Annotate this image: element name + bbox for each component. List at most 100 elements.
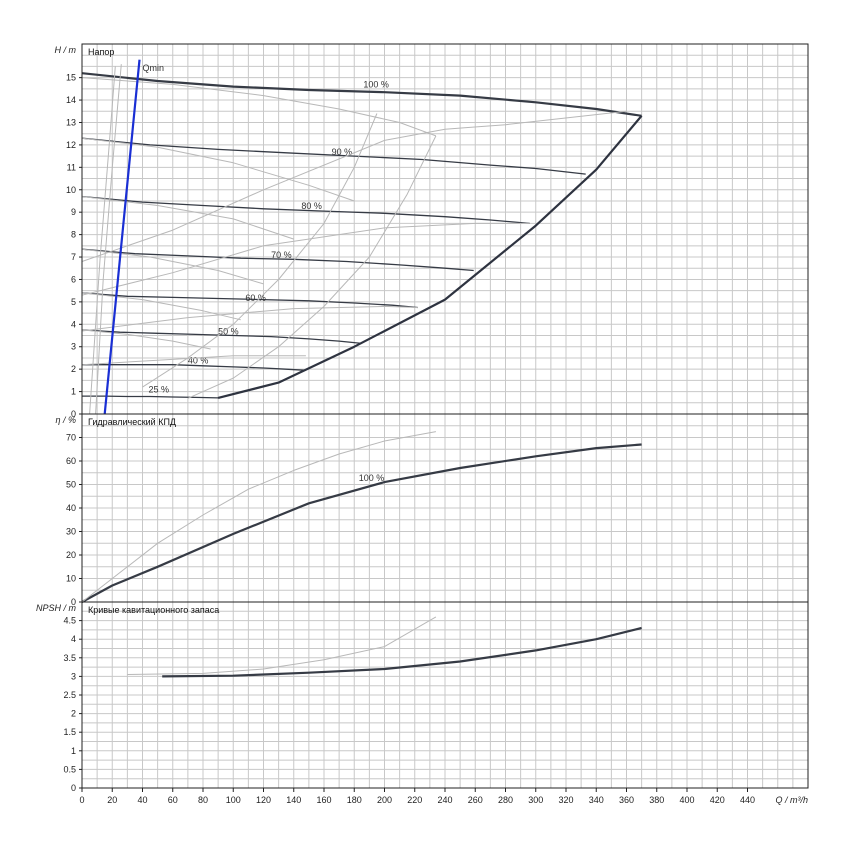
- head-series-label: 80 %: [301, 201, 322, 211]
- npsh-ytick-label: 1.5: [63, 727, 76, 737]
- npsh-ytick-label: 3: [71, 671, 76, 681]
- x-tick-label: 120: [256, 795, 271, 805]
- x-tick-label: 60: [168, 795, 178, 805]
- efficiency-ylabel: η / %: [55, 415, 76, 425]
- head-series-gray-line: [187, 135, 437, 399]
- head-series-label: Qmin: [143, 63, 165, 73]
- head-series-40-line: [82, 364, 306, 371]
- head-series-label: 90 %: [332, 147, 353, 157]
- npsh-ylabel: NPSH / m: [36, 603, 77, 613]
- npsh-ytick-label: 4.5: [63, 616, 76, 626]
- head-ytick-label: 11: [67, 162, 76, 172]
- head-ytick-label: 10: [66, 185, 76, 195]
- head-ytick-label: 6: [71, 274, 76, 284]
- head-ytick-label: 1: [71, 387, 76, 397]
- head-series-Qmin-line: [103, 59, 141, 415]
- head-series-70-line: [81, 248, 474, 272]
- head-ytick-label: 7: [71, 252, 76, 262]
- efficiency-ytick-label: 20: [66, 550, 76, 560]
- x-tick-label: 220: [407, 795, 422, 805]
- x-tick-label: 360: [619, 795, 634, 805]
- head-series-gray-line: [81, 355, 306, 366]
- head-series-label: 40 %: [188, 356, 209, 366]
- head-ytick-label: 15: [66, 73, 76, 83]
- x-tick-label: 400: [679, 795, 694, 805]
- head-ytick-label: 2: [71, 364, 76, 374]
- head-ytick-label: 0: [71, 409, 76, 419]
- efficiency-ytick-label: 40: [66, 503, 76, 513]
- x-tick-label: 300: [528, 795, 543, 805]
- head-series-gray-line: [81, 305, 418, 332]
- x-tick-label: 340: [589, 795, 604, 805]
- head-series-90-line: [81, 137, 586, 175]
- head-ytick-label: 3: [71, 342, 76, 352]
- head-series-gray-line: [81, 248, 264, 285]
- head-series-80-line: [81, 195, 530, 225]
- npsh-series-gray-line: [127, 616, 437, 675]
- head-series-60-line: [81, 292, 418, 309]
- npsh-ytick-label: 4: [71, 634, 76, 644]
- x-tick-label: 0: [79, 795, 84, 805]
- x-tick-label: 420: [710, 795, 725, 805]
- head-series-50-line: [81, 329, 362, 345]
- npsh-ytick-label: 3.5: [63, 653, 76, 663]
- head-ytick-label: 14: [66, 95, 76, 105]
- x-axis-label: Q / m³/h: [775, 795, 808, 805]
- efficiency-title: Гидравлический КПД: [88, 417, 176, 427]
- x-tick-label: 80: [198, 795, 208, 805]
- efficiency-series-gray-line: [81, 431, 436, 603]
- head-series-gray-line: [81, 329, 211, 350]
- head-series-gray-line: [95, 64, 122, 415]
- head-series-label: 60 %: [245, 293, 266, 303]
- head-series-25-line: [82, 395, 219, 399]
- npsh-ytick-label: 2.5: [63, 690, 76, 700]
- head-series-label: 70 %: [271, 250, 292, 260]
- x-tick-label: 440: [740, 795, 755, 805]
- head-ytick-label: 4: [71, 319, 76, 329]
- head-ytick-label: 8: [71, 230, 76, 240]
- head-title: Напор: [88, 47, 114, 57]
- npsh-ytick-label: 2: [71, 709, 76, 719]
- head-series-label: 100 %: [363, 80, 389, 90]
- efficiency-ytick-label: 50: [66, 480, 76, 490]
- npsh-ytick-label: 0: [71, 783, 76, 793]
- head-series-label: 25 %: [149, 385, 170, 395]
- head-series-gray-line: [81, 77, 437, 137]
- head-series-gray-line: [81, 110, 627, 262]
- head-ytick-label: 13: [66, 117, 76, 127]
- x-tick-label: 100: [226, 795, 241, 805]
- head-ylabel: H / m: [55, 45, 77, 55]
- head-series-envelope-line: [217, 115, 643, 399]
- head-series-label: 50 %: [218, 326, 239, 336]
- head-series-gray-line: [81, 292, 241, 321]
- efficiency-ytick-label: 10: [66, 574, 76, 584]
- x-tick-label: 200: [377, 795, 392, 805]
- npsh-ytick-label: 1: [71, 746, 76, 756]
- head-series-gray-line: [81, 222, 530, 296]
- head-series-gray-line: [142, 113, 378, 388]
- head-series-gray-line: [89, 66, 116, 415]
- head-ytick-label: 9: [71, 207, 76, 217]
- x-tick-label: 380: [649, 795, 664, 805]
- head-ytick-label: 12: [66, 140, 76, 150]
- efficiency-series-100-line: [81, 443, 642, 603]
- npsh-ytick-label: 0.5: [63, 764, 76, 774]
- x-tick-label: 260: [468, 795, 483, 805]
- x-tick-label: 160: [316, 795, 331, 805]
- x-tick-label: 240: [437, 795, 452, 805]
- x-tick-label: 20: [107, 795, 117, 805]
- npsh-series-main-line: [162, 626, 642, 678]
- head-series-gray-line: [81, 196, 294, 240]
- head-series-100-line: [81, 72, 642, 117]
- efficiency-ytick-label: 60: [66, 456, 76, 466]
- efficiency-series-label: 100 %: [359, 473, 385, 483]
- efficiency-ytick-label: 0: [71, 597, 76, 607]
- x-tick-label: 140: [286, 795, 301, 805]
- efficiency-ytick-label: 70: [66, 433, 76, 443]
- x-tick-label: 180: [347, 795, 362, 805]
- x-tick-label: 280: [498, 795, 513, 805]
- efficiency-ytick-label: 30: [66, 527, 76, 537]
- x-tick-label: 320: [558, 795, 573, 805]
- head-series-gray-line: [81, 137, 355, 202]
- head-ytick-label: 5: [71, 297, 76, 307]
